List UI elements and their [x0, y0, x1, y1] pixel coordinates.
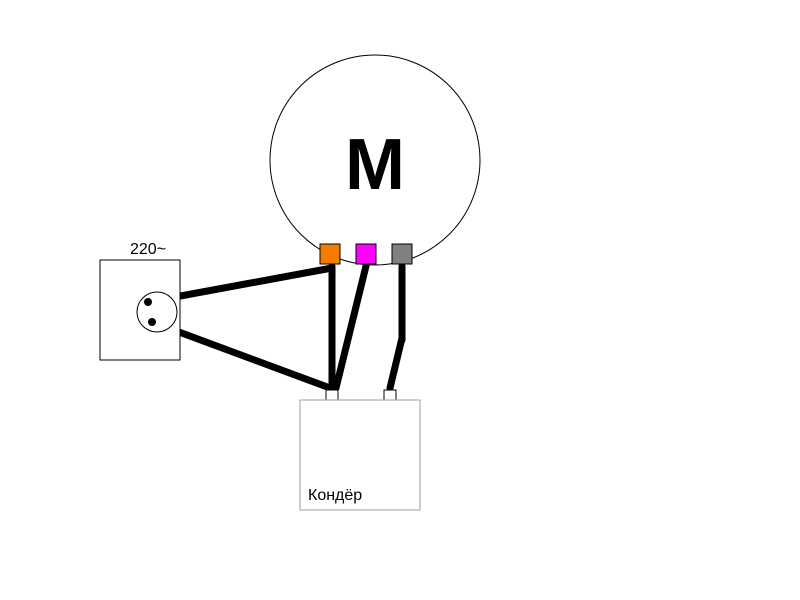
- wire-magenta-to-cap-left: [336, 266, 366, 388]
- wiring-diagram: 220~ М Кондёр: [0, 0, 800, 600]
- socket-hole: [137, 292, 177, 332]
- socket-pin-0: [144, 298, 152, 306]
- motor-terminal-orange: [320, 244, 340, 264]
- motor: М: [270, 55, 480, 265]
- motor-terminal-gray: [392, 244, 412, 264]
- socket-voltage-label: 220~: [130, 241, 166, 258]
- wires: [148, 266, 402, 388]
- motor-terminal-magenta: [356, 244, 376, 264]
- wire-gray-to-cap-right: [390, 338, 402, 388]
- motor-terminals: [320, 244, 412, 264]
- power-socket: 220~: [100, 241, 180, 360]
- motor-label: М: [345, 125, 405, 205]
- capacitor-label: Кондёр: [308, 487, 362, 504]
- capacitor: Кондёр: [300, 390, 420, 510]
- socket-pin-1: [148, 318, 156, 326]
